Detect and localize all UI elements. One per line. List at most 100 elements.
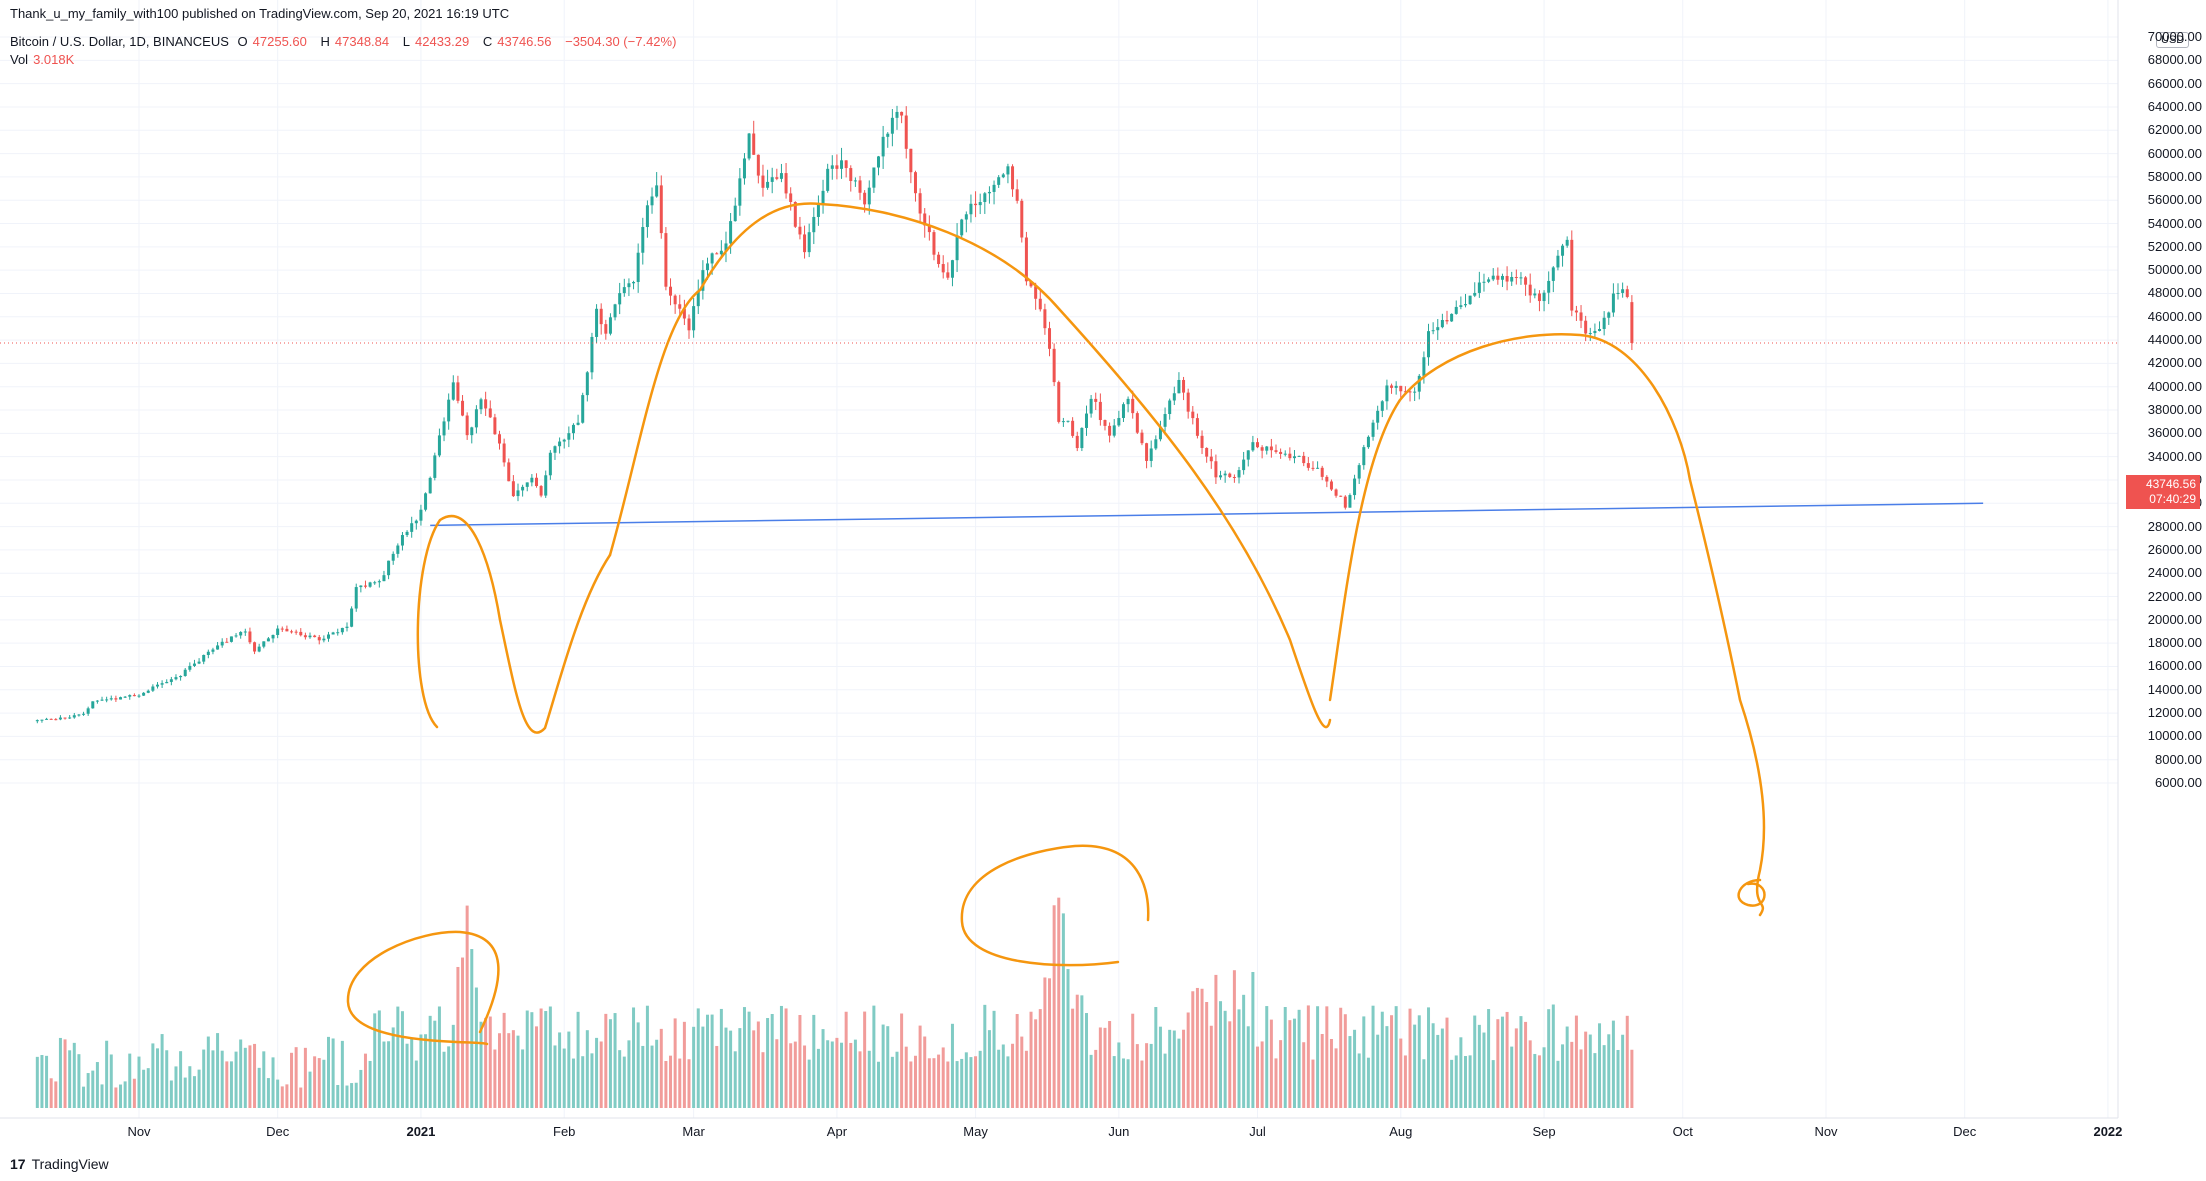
- candle-body: [595, 308, 599, 337]
- candle-body: [645, 205, 649, 228]
- candle-body: [1066, 420, 1070, 422]
- candle-body: [313, 635, 317, 638]
- volume-bar: [202, 1049, 206, 1108]
- candle-body: [1625, 289, 1629, 297]
- volume-bar: [1487, 1009, 1491, 1108]
- candle-body: [909, 148, 913, 173]
- volume-bar: [91, 1070, 95, 1108]
- time-tick-label: Sep: [1532, 1124, 1556, 1139]
- volume-bar: [1570, 1041, 1574, 1108]
- volume-bar: [562, 1048, 566, 1108]
- candle-body: [317, 637, 321, 641]
- volume-bar: [396, 1006, 400, 1108]
- candle-body: [1214, 461, 1218, 478]
- trend-line[interactable]: [430, 502, 1984, 527]
- candle-body: [1390, 385, 1394, 388]
- candle-body: [1191, 411, 1195, 419]
- volume-bar: [525, 1010, 529, 1108]
- volume-bar: [937, 1054, 941, 1108]
- volume-bar: [530, 1012, 534, 1108]
- candle-body: [1256, 442, 1260, 448]
- candle-body: [414, 520, 418, 524]
- candle-body: [447, 399, 451, 422]
- volume-bar: [724, 1027, 728, 1108]
- candle-body: [1038, 298, 1042, 310]
- candle-body: [155, 684, 159, 687]
- candle-body: [137, 695, 141, 697]
- volume-label: Vol: [10, 52, 29, 67]
- hand-drawings[interactable]: [346, 202, 1766, 1046]
- volume-bar: [830, 1041, 834, 1108]
- price-tick-label: 46000.00: [2147, 308, 2202, 324]
- left-shoulder-circle: [416, 514, 612, 734]
- candle-body: [1029, 281, 1033, 287]
- volume-bar: [1565, 1026, 1569, 1108]
- candle-body: [451, 382, 455, 400]
- candle-body: [1482, 281, 1486, 283]
- volume-bar: [613, 1013, 617, 1108]
- volume-bar: [220, 1050, 224, 1108]
- candle-body: [1630, 302, 1634, 344]
- currency-button[interactable]: USD: [2156, 32, 2190, 48]
- volume-bar: [558, 1032, 562, 1108]
- candle-body: [1292, 456, 1296, 459]
- volume-bar: [511, 1030, 515, 1108]
- candle-body: [424, 493, 428, 510]
- price-tick-label: 64000.00: [2147, 98, 2202, 114]
- candle-body: [581, 395, 585, 423]
- candle-body: [1463, 304, 1467, 306]
- candle-body: [488, 408, 492, 418]
- volume-bar: [1251, 972, 1255, 1108]
- volume-bar: [1450, 1059, 1454, 1108]
- volume-bar: [331, 1038, 335, 1108]
- candle-body: [1320, 467, 1324, 477]
- candle-body: [1491, 275, 1495, 280]
- candle-body: [257, 646, 261, 652]
- volume-bar: [1052, 905, 1056, 1108]
- volume-bar: [941, 1047, 945, 1108]
- candle-body: [877, 156, 881, 168]
- candle-body: [123, 696, 127, 698]
- candle-body: [192, 663, 196, 666]
- candle-body: [756, 154, 760, 176]
- candle-body: [974, 203, 978, 206]
- volume-bar: [974, 1056, 978, 1108]
- volume-bar: [109, 1054, 113, 1108]
- candle-body: [964, 214, 968, 220]
- volume-bar: [1630, 1049, 1634, 1108]
- volume-bar: [669, 1055, 673, 1108]
- candle-body: [997, 177, 1001, 185]
- volume-bar: [835, 1037, 839, 1108]
- candle-body: [1542, 292, 1546, 302]
- volume-bar: [627, 1040, 631, 1108]
- candle-body: [890, 117, 894, 134]
- candle-body: [1556, 255, 1560, 268]
- volume-bar: [1292, 1018, 1296, 1108]
- volume-bar: [192, 1076, 196, 1108]
- price-tick-label: 34000.00: [2147, 448, 2202, 464]
- candle-body: [377, 581, 381, 583]
- candle-body: [900, 111, 904, 116]
- candle-body: [941, 264, 945, 273]
- volume-bar: [1556, 1060, 1560, 1108]
- candle-body: [160, 683, 164, 685]
- volume-bar: [169, 1080, 173, 1108]
- candle-body: [724, 243, 728, 251]
- volume-bar: [696, 1008, 700, 1108]
- candle-body: [229, 636, 233, 642]
- tradingview-brand[interactable]: 17 TradingView: [10, 1156, 109, 1172]
- volume-bar: [451, 1024, 455, 1108]
- volume-bar: [414, 1060, 418, 1108]
- candle-body: [1080, 427, 1084, 449]
- volume-bar: [1108, 1021, 1112, 1108]
- candle-body: [183, 669, 187, 676]
- volume-bar: [447, 1046, 451, 1108]
- candle-body: [516, 490, 520, 497]
- volume-bar: [664, 1061, 668, 1108]
- volume-bar: [1343, 1014, 1347, 1108]
- volume-bar: [1020, 1036, 1024, 1108]
- volume-bar: [1500, 1016, 1504, 1108]
- candle-body: [733, 205, 737, 222]
- volume-bar: [969, 1057, 973, 1108]
